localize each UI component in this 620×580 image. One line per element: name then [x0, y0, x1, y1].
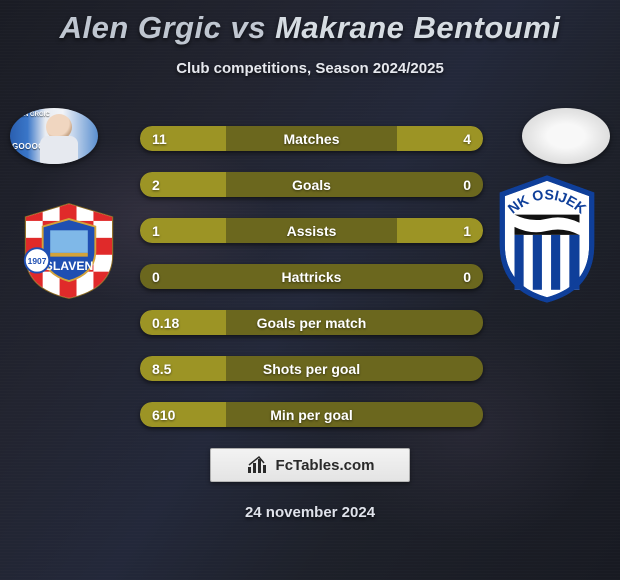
player2-photo: [522, 108, 610, 164]
club-crest-right: NK OSIJEK: [496, 174, 598, 304]
stat-value-left: 1: [152, 218, 160, 243]
chart-icon: [246, 455, 270, 475]
stat-row: Assists1 1: [140, 218, 483, 243]
stat-row: Min per goal610: [140, 402, 483, 427]
stat-value-right: 0: [463, 264, 471, 289]
stat-row: Goals per match0.18: [140, 310, 483, 335]
subtitle: Club competitions, Season 2024/2025: [0, 60, 620, 77]
player1-name: Alen Grgic: [60, 10, 222, 45]
stat-value-right: 4: [463, 126, 471, 151]
date-text: 24 november 2024: [0, 504, 620, 521]
stat-value-left: 8.5: [152, 356, 171, 381]
player2-name: Makrane Bentoumi: [275, 10, 560, 45]
stat-label: Min per goal: [140, 402, 483, 427]
stat-value-left: 11: [152, 126, 167, 151]
stat-value-right: 0: [463, 172, 471, 197]
stat-row: Matches11 4: [140, 126, 483, 151]
photo-goool: GOOOOOOL!!!: [12, 142, 72, 151]
stat-value-right: 1: [463, 218, 471, 243]
stat-value-left: 610: [152, 402, 175, 427]
comparison-title: Alen Grgic vs Makrane Bentoumi: [0, 0, 620, 46]
title-vs: vs: [230, 10, 265, 45]
stat-value-left: 2: [152, 172, 160, 197]
stat-value-left: 0.18: [152, 310, 179, 335]
stat-row: Goals2 0: [140, 172, 483, 197]
stat-label: Hattricks: [140, 264, 483, 289]
stat-label: Matches: [140, 126, 483, 151]
photo-nametag: ALEN GRGIC: [12, 112, 50, 118]
stat-label: Assists: [140, 218, 483, 243]
crest-left-year: 1907: [28, 256, 47, 266]
crest-left-name: SLAVEN: [45, 259, 94, 273]
stat-label: Goals per match: [140, 310, 483, 335]
stat-label: Goals: [140, 172, 483, 197]
stat-bars: Matches114Goals20Assists11Hattricks00Goa…: [140, 126, 483, 448]
stat-label: Shots per goal: [140, 356, 483, 381]
stat-row: Shots per goal8.5: [140, 356, 483, 381]
club-crest-left: SLAVEN 1907: [22, 202, 116, 300]
stat-value-left: 0: [152, 264, 160, 289]
stat-row: Hattricks0 0: [140, 264, 483, 289]
player1-photo: ALEN GRGIC GOOOOOOL!!!: [10, 108, 98, 164]
footer-logo: FcTables.com: [210, 448, 410, 482]
footer-brand-text: FcTables.com: [276, 457, 375, 474]
